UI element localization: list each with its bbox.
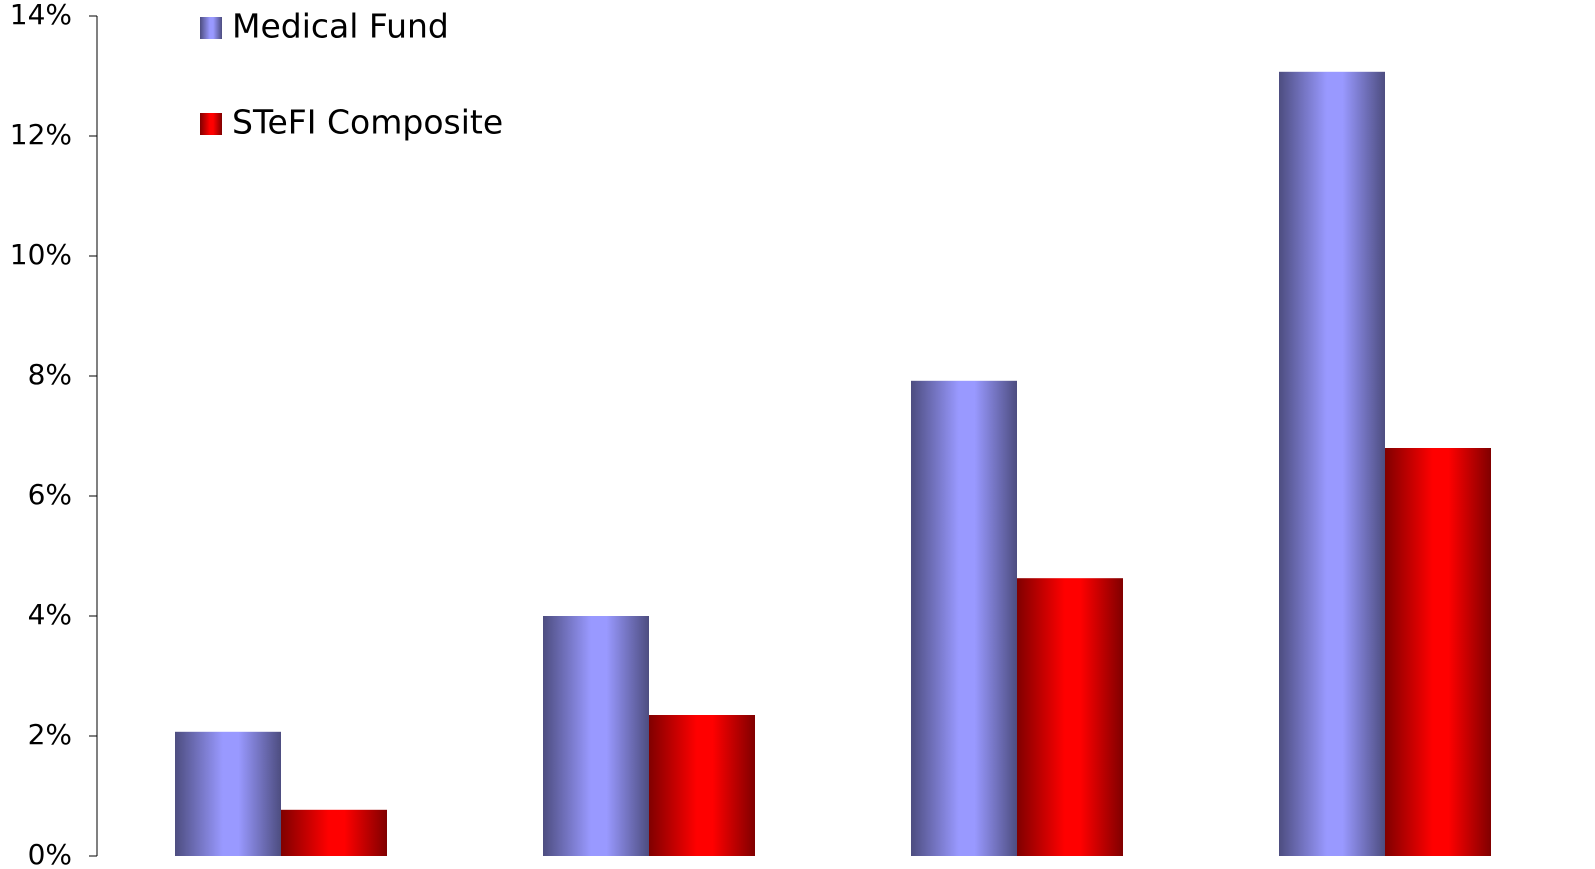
bar bbox=[1279, 71, 1385, 857]
y-tick-label: 8% bbox=[28, 358, 72, 391]
y-tick-label: 0% bbox=[28, 838, 72, 869]
bar bbox=[911, 380, 1017, 856]
legend-swatch bbox=[200, 17, 222, 39]
y-tick-label: 4% bbox=[28, 598, 72, 631]
y-tick-label: 6% bbox=[28, 478, 72, 511]
legend-swatch bbox=[200, 113, 222, 135]
y-tick-label: 14% bbox=[10, 0, 72, 31]
y-tick-label: 10% bbox=[10, 238, 72, 271]
bar bbox=[1017, 578, 1123, 856]
legend-label: Medical Fund bbox=[232, 7, 449, 46]
bar bbox=[649, 715, 755, 856]
y-tick-label: 2% bbox=[28, 718, 72, 751]
bar bbox=[281, 809, 387, 856]
bar bbox=[543, 616, 649, 856]
legend-label: STeFI Composite bbox=[232, 103, 503, 142]
bar bbox=[1385, 448, 1491, 856]
bar bbox=[175, 731, 281, 856]
y-tick-label: 12% bbox=[10, 118, 72, 151]
